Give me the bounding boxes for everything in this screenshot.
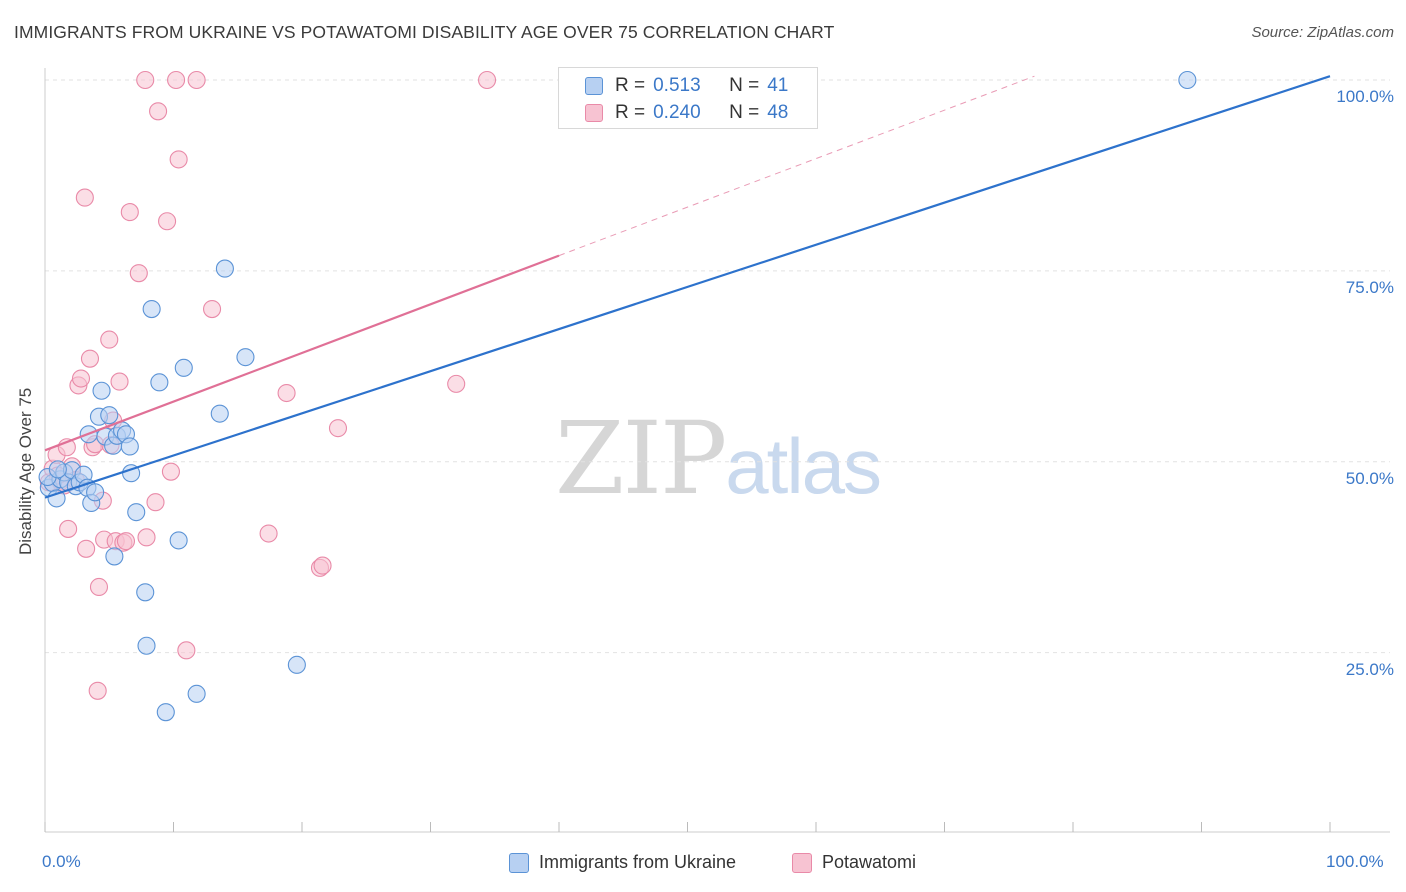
potawatomi-point bbox=[89, 577, 109, 597]
ukraine-point bbox=[287, 655, 306, 674]
potawatomi-point bbox=[116, 532, 136, 551]
potawatomi-point bbox=[80, 349, 100, 368]
ukraine-point bbox=[105, 547, 124, 566]
legend-item-potawatomi[interactable]: Potawatomi bbox=[792, 852, 916, 873]
potawatomi-point bbox=[129, 264, 148, 283]
potawatomi-point bbox=[177, 641, 196, 660]
ukraine-point bbox=[86, 483, 105, 502]
y-tick-label: 100.0% bbox=[1336, 87, 1394, 106]
ukraine-point bbox=[92, 381, 111, 400]
y-tick-label: 75.0% bbox=[1345, 278, 1394, 297]
potawatomi-point bbox=[146, 493, 165, 512]
potawatomi-point bbox=[169, 150, 188, 169]
potawatomi-point bbox=[100, 330, 119, 349]
legend-n-label: N = bbox=[729, 102, 760, 123]
potawatomi-point bbox=[75, 188, 94, 207]
watermark: ZIPatlas bbox=[555, 400, 882, 517]
y-axis-label: Disability Age Over 75 bbox=[16, 387, 35, 555]
ukraine-point bbox=[169, 531, 188, 550]
correlation-legend: R = 0.513 N = 41 R = 0.240 N = 48 bbox=[558, 67, 818, 129]
potawatomi-point bbox=[167, 70, 186, 90]
potawatomi-trend-line bbox=[44, 254, 560, 452]
legend-swatch-pink bbox=[585, 104, 603, 122]
ukraine-point bbox=[236, 348, 255, 367]
ukraine-trend-line bbox=[44, 75, 1331, 499]
legend-item-label: Potawatomi bbox=[822, 852, 917, 872]
potawatomi-trend-extension bbox=[558, 75, 1035, 257]
legend-n-value: 48 bbox=[767, 102, 789, 123]
x-tick-label-max: 100.0% bbox=[1326, 852, 1384, 871]
ukraine-point bbox=[187, 684, 206, 703]
potawatomi-point bbox=[59, 519, 78, 538]
x-tick-label-min: 0.0% bbox=[42, 852, 81, 871]
legend-row-potawatomi: R = 0.240 N = 48 bbox=[585, 101, 788, 125]
ukraine-point bbox=[1178, 70, 1197, 90]
potawatomi-point bbox=[313, 556, 332, 575]
ukraine-point bbox=[156, 703, 175, 722]
legend-n-value: 41 bbox=[767, 75, 789, 96]
potawatomi-point bbox=[447, 374, 466, 393]
legend-swatch-pink bbox=[792, 852, 812, 873]
potawatomi-point bbox=[203, 299, 222, 319]
legend-n-label: N = bbox=[729, 75, 760, 96]
ukraine-point bbox=[210, 404, 229, 423]
legend-r-value: 0.513 bbox=[653, 75, 701, 96]
potawatomi-point bbox=[477, 70, 497, 90]
ukraine-point bbox=[120, 437, 139, 456]
potawatomi-point bbox=[137, 528, 156, 547]
potawatomi-point bbox=[71, 369, 91, 388]
potawatomi-point bbox=[110, 372, 129, 391]
legend-swatch-blue bbox=[509, 852, 529, 873]
potawatomi-point bbox=[259, 524, 278, 543]
legend-r-label: R = bbox=[615, 102, 646, 123]
chart-title: IMMIGRANTS FROM UKRAINE VS POTAWATOMI DI… bbox=[14, 22, 835, 42]
legend-r-label: R = bbox=[615, 75, 646, 96]
legend-item-label: Immigrants from Ukraine bbox=[539, 852, 737, 872]
ukraine-point bbox=[142, 299, 161, 319]
y-tick-label: 50.0% bbox=[1345, 469, 1394, 488]
legend-row-ukraine: R = 0.513 N = 41 bbox=[585, 74, 788, 98]
legend-r-value: 0.240 bbox=[653, 102, 701, 123]
potawatomi-point bbox=[187, 70, 206, 90]
potawatomi-point bbox=[149, 102, 168, 121]
ukraine-point bbox=[100, 406, 119, 425]
potawatomi-point bbox=[88, 681, 107, 700]
ukraine-point bbox=[136, 583, 155, 602]
potawatomi-point bbox=[120, 203, 139, 222]
potawatomi-point bbox=[136, 70, 155, 90]
legend-item-ukraine[interactable]: Immigrants from Ukraine bbox=[509, 852, 736, 873]
y-tick-label: 25.0% bbox=[1345, 660, 1394, 679]
watermark-zip: ZIP bbox=[555, 400, 727, 517]
legend-swatch-blue bbox=[585, 77, 603, 95]
series-legend: Immigrants from Ukraine Potawatomi bbox=[0, 852, 1406, 878]
ukraine-point bbox=[174, 358, 193, 377]
ukraine-point bbox=[127, 503, 146, 522]
ukraine-point bbox=[137, 636, 156, 655]
ukraine-point bbox=[150, 373, 169, 392]
potawatomi-point bbox=[77, 539, 96, 558]
source-label: Source: ZipAtlas.com bbox=[1251, 24, 1394, 41]
potawatomi-point bbox=[328, 419, 348, 438]
ukraine-point bbox=[215, 259, 234, 278]
potawatomi-point bbox=[161, 462, 180, 481]
potawatomi-point bbox=[158, 212, 177, 231]
watermark-atlas: atlas bbox=[725, 422, 882, 510]
potawatomi-point bbox=[277, 383, 296, 403]
ukraine-point bbox=[48, 460, 67, 479]
